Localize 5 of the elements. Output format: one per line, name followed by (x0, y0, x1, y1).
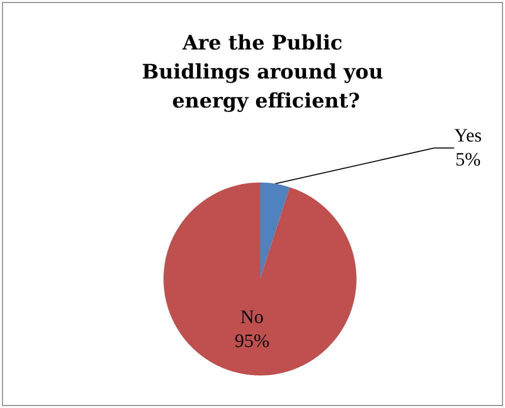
data-label: 5% (455, 150, 481, 170)
slice-label: Yes (454, 126, 482, 146)
chart-title: Are the Public Buidlings around you energy efficient? (142, 30, 390, 112)
data-label: 95% (234, 331, 270, 352)
slice-label: No (240, 307, 264, 328)
